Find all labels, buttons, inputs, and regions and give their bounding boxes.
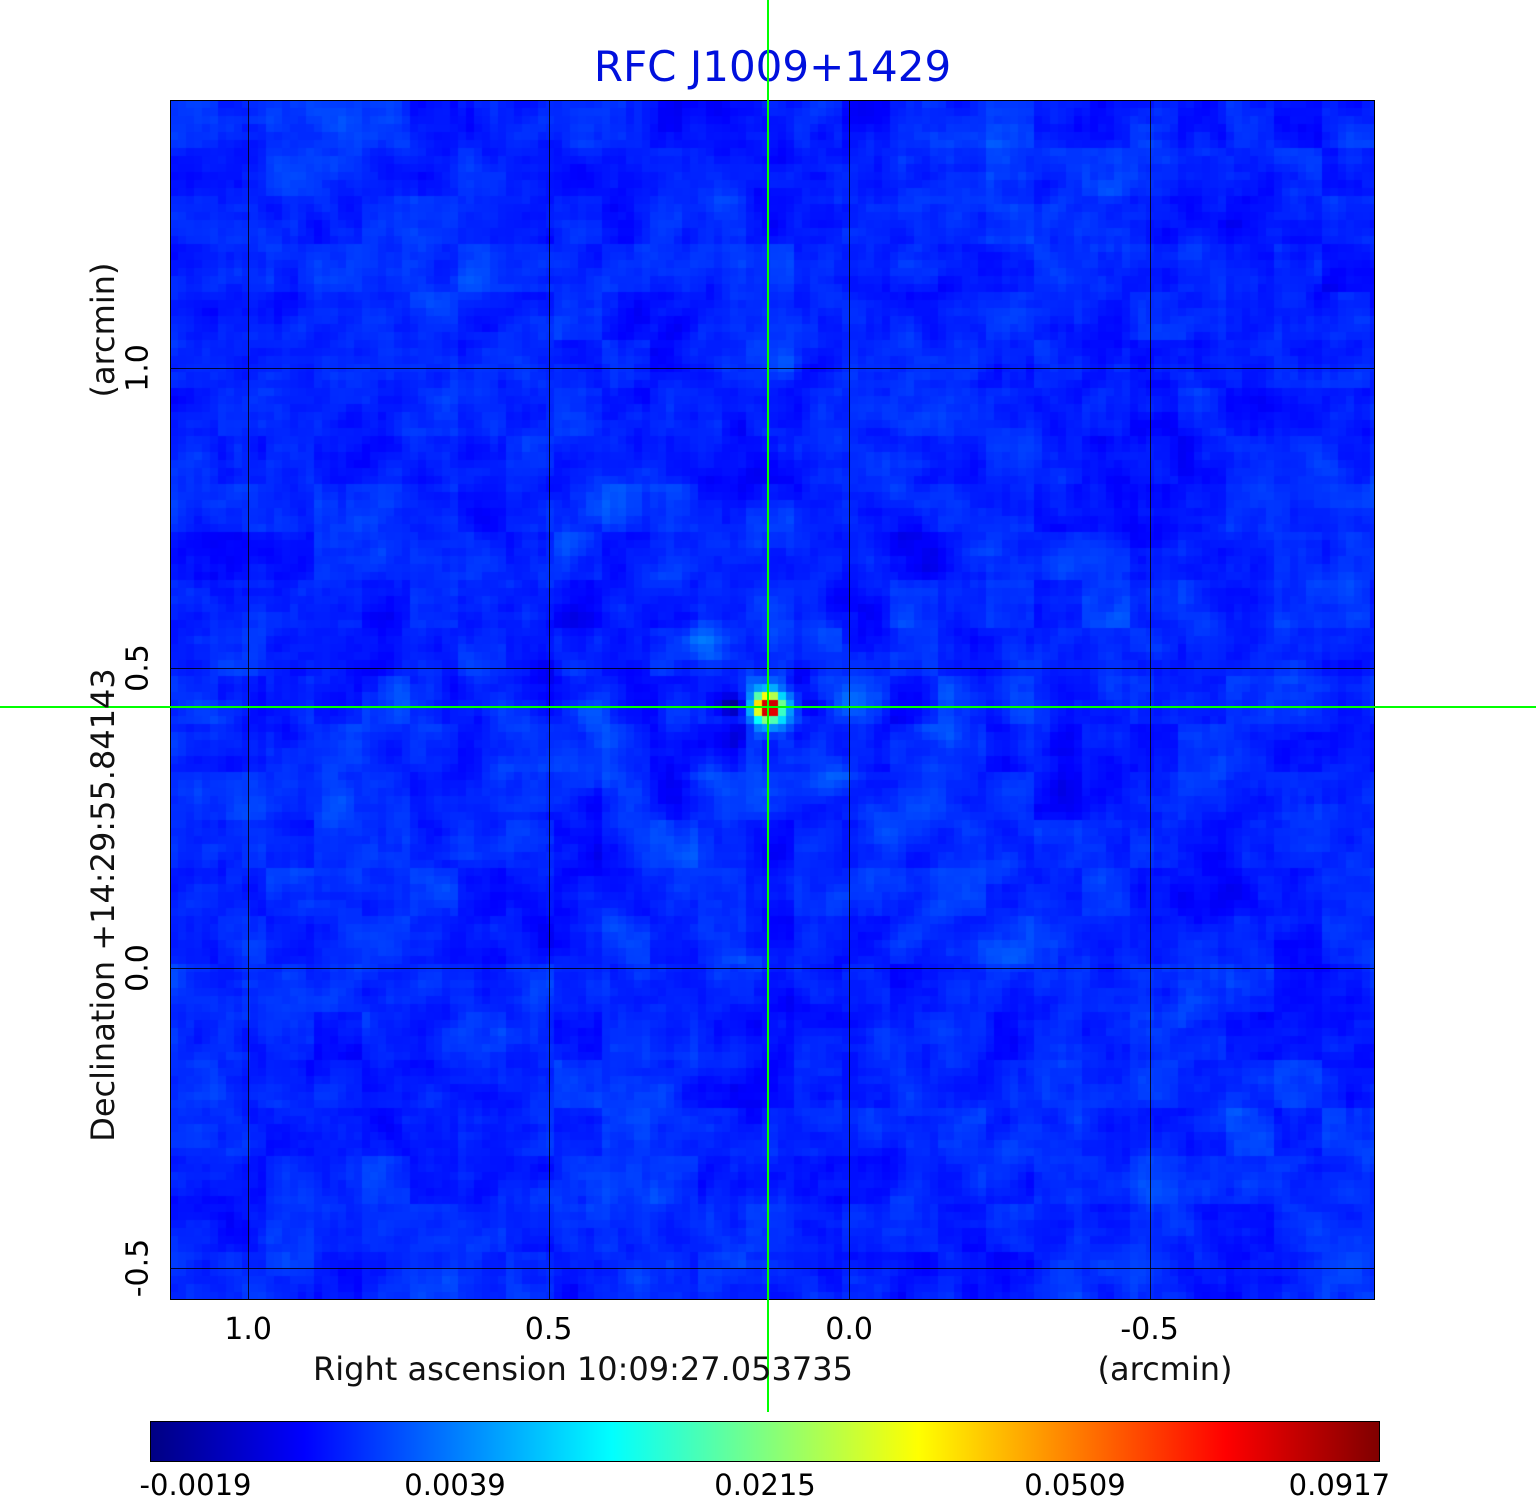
grid-line-horizontal	[170, 968, 1375, 969]
x-axis-unit-label: (arcmin)	[1097, 1350, 1233, 1388]
x-tick-label-2: 0.5	[524, 1312, 573, 1347]
grid-line-vertical	[849, 100, 850, 1300]
colorbar	[150, 1421, 1380, 1462]
x-tick-label-3: 0.0	[825, 1312, 873, 1347]
x-tick-label-4: -0.5	[1120, 1312, 1179, 1347]
y-tick-label-1: 1.0	[120, 343, 156, 392]
grid-line-horizontal	[170, 368, 1375, 369]
crosshair-vertical-line	[767, 0, 769, 1412]
y-tick-label-4: -0.5	[120, 1238, 156, 1297]
grid-line-vertical	[549, 100, 550, 1300]
heatmap-canvas	[170, 100, 1375, 1300]
grid-line-vertical	[248, 100, 249, 1300]
grid-line-horizontal	[170, 668, 1375, 669]
grid-line-vertical	[1150, 100, 1151, 1300]
colorbar-tick-label-2: 0.0039	[404, 1468, 506, 1502]
x-tick-label-1: 1.0	[224, 1312, 272, 1347]
y-tick-label-3: 0.0	[120, 943, 156, 992]
y-tick-label-2: 0.5	[120, 643, 156, 692]
y-axis-label: Declination +14:29:55.84143	[84, 668, 122, 1142]
chart-title: RFC J1009+1429	[593, 42, 952, 91]
y-axis-unit-label: (arcmin)	[84, 262, 122, 398]
colorbar-tick-label-3: 0.0215	[714, 1468, 816, 1502]
colorbar-tick-label-4: 0.0509	[1024, 1468, 1126, 1502]
plot-area	[170, 100, 1375, 1300]
colorbar-tick-label-1: -0.0019	[139, 1468, 252, 1502]
colorbar-tick-label-5: 0.0917	[1288, 1468, 1391, 1502]
x-axis-label: Right ascension 10:09:27.053735	[313, 1350, 853, 1388]
grid-line-horizontal	[170, 1268, 1375, 1269]
